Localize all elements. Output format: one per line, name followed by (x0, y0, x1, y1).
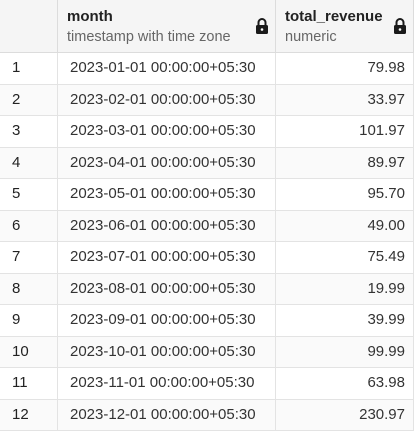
grid-header: month timestamp with time zone total_rev… (0, 0, 414, 53)
cell-month[interactable]: 2023-09-01 00:00:00+05:30 (58, 305, 276, 336)
row-index: 8 (0, 274, 58, 305)
cell-month[interactable]: 2023-12-01 00:00:00+05:30 (58, 400, 276, 431)
cell-month[interactable]: 2023-04-01 00:00:00+05:30 (58, 148, 276, 179)
cell-total-revenue[interactable]: 19.99 (276, 274, 414, 305)
cell-total-revenue[interactable]: 49.00 (276, 211, 414, 242)
row-index: 3 (0, 116, 58, 147)
lock-icon (393, 18, 407, 34)
cell-month[interactable]: 2023-03-01 00:00:00+05:30 (58, 116, 276, 147)
cell-total-revenue[interactable]: 230.97 (276, 400, 414, 431)
cell-total-revenue[interactable]: 75.49 (276, 242, 414, 273)
row-index: 5 (0, 179, 58, 210)
row-index: 10 (0, 337, 58, 368)
column-header-total-revenue[interactable]: total_revenue numeric (276, 0, 414, 52)
cell-month[interactable]: 2023-07-01 00:00:00+05:30 (58, 242, 276, 273)
cell-month[interactable]: 2023-06-01 00:00:00+05:30 (58, 211, 276, 242)
cell-month[interactable]: 2023-11-01 00:00:00+05:30 (58, 368, 276, 399)
cell-month[interactable]: 2023-05-01 00:00:00+05:30 (58, 179, 276, 210)
row-index: 11 (0, 368, 58, 399)
cell-month[interactable]: 2023-10-01 00:00:00+05:30 (58, 337, 276, 368)
row-index: 7 (0, 242, 58, 273)
cell-month[interactable]: 2023-08-01 00:00:00+05:30 (58, 274, 276, 305)
cell-total-revenue[interactable]: 101.97 (276, 116, 414, 147)
row-index: 12 (0, 400, 58, 431)
cell-total-revenue[interactable]: 95.70 (276, 179, 414, 210)
cell-total-revenue[interactable]: 33.97 (276, 85, 414, 116)
cell-total-revenue[interactable]: 99.99 (276, 337, 414, 368)
lock-icon (255, 18, 269, 34)
row-index: 2 (0, 85, 58, 116)
cell-month[interactable]: 2023-01-01 00:00:00+05:30 (58, 53, 276, 84)
cell-month[interactable]: 2023-02-01 00:00:00+05:30 (58, 85, 276, 116)
column-name: month (67, 7, 275, 26)
cell-total-revenue[interactable]: 89.97 (276, 148, 414, 179)
row-index: 1 (0, 53, 58, 84)
row-index: 9 (0, 305, 58, 336)
cell-total-revenue[interactable]: 39.99 (276, 305, 414, 336)
cell-total-revenue[interactable]: 79.98 (276, 53, 414, 84)
row-index: 4 (0, 148, 58, 179)
row-index: 6 (0, 211, 58, 242)
cell-total-revenue[interactable]: 63.98 (276, 368, 414, 399)
column-type: timestamp with time zone (67, 28, 275, 46)
column-header-month[interactable]: month timestamp with time zone (58, 0, 276, 52)
row-index-header (0, 0, 58, 52)
